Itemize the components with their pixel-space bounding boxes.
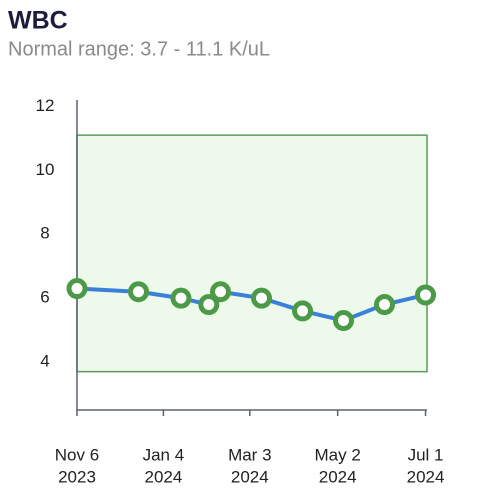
data-line <box>76 286 426 323</box>
x-tick-label: May 2 <box>315 445 361 464</box>
normal-range-band <box>76 134 428 373</box>
y-tick-label: 12 <box>36 96 55 115</box>
x-tick-label: Mar 3 <box>228 445 271 464</box>
data-point <box>333 310 355 332</box>
x-tick-label: 2024 <box>319 467 357 486</box>
x-tick-label: 2024 <box>231 467 269 486</box>
x-tick-label: Nov 6 <box>55 445 99 464</box>
data-point <box>128 281 150 303</box>
data-point <box>374 294 396 316</box>
data-point <box>292 300 314 322</box>
x-tick-label: 2023 <box>58 467 96 486</box>
data-point <box>210 281 232 303</box>
data-point <box>198 294 220 316</box>
data-point <box>251 287 273 309</box>
chart-subtitle: Normal range: 3.7 - 11.1 K/uL <box>8 38 270 60</box>
data-point <box>170 287 192 309</box>
chart-title: WBC <box>8 7 68 35</box>
x-tick-label: Jul 1 <box>408 445 444 464</box>
data-point <box>415 284 437 306</box>
y-tick-label: 6 <box>40 288 49 307</box>
x-tick-label: Jan 4 <box>143 445 185 464</box>
y-tick-label: 8 <box>40 224 49 243</box>
y-tick-label: 4 <box>40 352 49 371</box>
x-tick-label: 2024 <box>144 467 182 486</box>
x-tick-label: 2024 <box>407 467 445 486</box>
data-point <box>66 278 88 300</box>
y-tick-label: 10 <box>36 160 55 179</box>
